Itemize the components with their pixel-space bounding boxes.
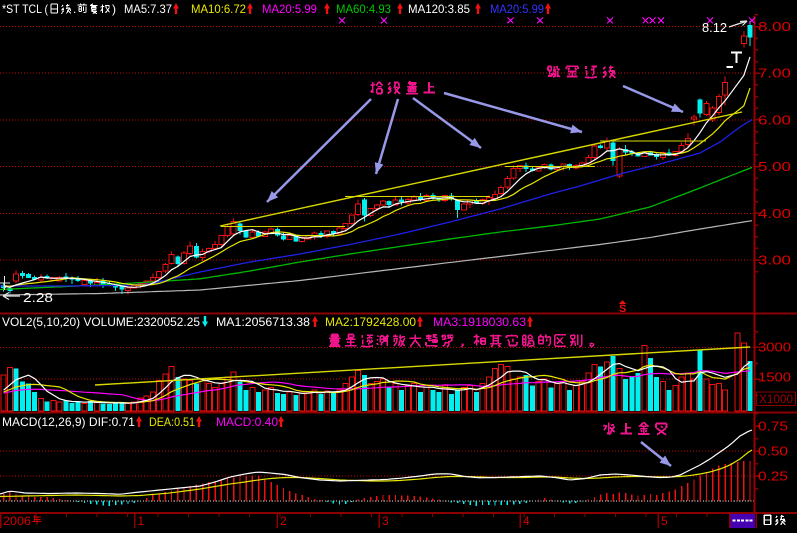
svg-text:5.00: 5.00 (758, 159, 791, 174)
svg-text:1: 1 (138, 514, 145, 528)
svg-text:2: 2 (280, 514, 287, 528)
svg-text:2006: 2006 (3, 514, 31, 528)
svg-text:MA120:3.85: MA120:3.85 (408, 2, 470, 16)
svg-text:0.25: 0.25 (758, 469, 788, 484)
svg-text:MA20:5.99: MA20:5.99 (490, 2, 544, 16)
svg-text:MA20:5.99: MA20:5.99 (262, 2, 317, 16)
svg-text:MACD:0.40: MACD:0.40 (216, 415, 278, 429)
svg-text:MA60:4.93: MA60:4.93 (336, 2, 391, 16)
svg-text:0.50: 0.50 (758, 444, 788, 459)
svg-text:6.00: 6.00 (758, 112, 791, 127)
svg-text:MA5:7.37: MA5:7.37 (124, 2, 172, 16)
svg-text:MA3:1918030.63: MA3:1918030.63 (433, 315, 526, 329)
svg-text:7.00: 7.00 (758, 66, 791, 81)
svg-text:MACD(12,26,9) DIF:0.71: MACD(12,26,9) DIF:0.71 (2, 415, 135, 429)
svg-text:2.28: 2.28 (23, 290, 53, 305)
svg-text:MA10:6.72: MA10:6.72 (191, 2, 246, 16)
svg-text:MA1:2056713.38: MA1:2056713.38 (216, 315, 310, 329)
svg-text:4.00: 4.00 (758, 206, 791, 221)
svg-text:S: S (619, 303, 626, 315)
svg-text:*ST TCL (: *ST TCL ( (2, 2, 48, 16)
svg-text:VOL2(5,10,20) VOLUME:2320052.2: VOL2(5,10,20) VOLUME:2320052.25 (2, 315, 200, 329)
svg-text:1500: 1500 (758, 370, 791, 385)
svg-text:): ) (112, 2, 116, 16)
svg-text:5: 5 (661, 514, 668, 528)
svg-text:8.12: 8.12 (702, 20, 727, 35)
svg-text:3.00: 3.00 (758, 253, 791, 268)
svg-text:3000: 3000 (758, 340, 791, 355)
svg-text:.: . (73, 2, 76, 16)
svg-text:8.00: 8.00 (758, 19, 791, 34)
svg-text:3: 3 (382, 514, 389, 528)
svg-text:0.75: 0.75 (758, 419, 788, 434)
svg-text:DEA:0.51: DEA:0.51 (149, 415, 195, 429)
svg-text:MA2:1792428.00: MA2:1792428.00 (325, 315, 416, 329)
svg-text:X1000: X1000 (759, 394, 793, 406)
